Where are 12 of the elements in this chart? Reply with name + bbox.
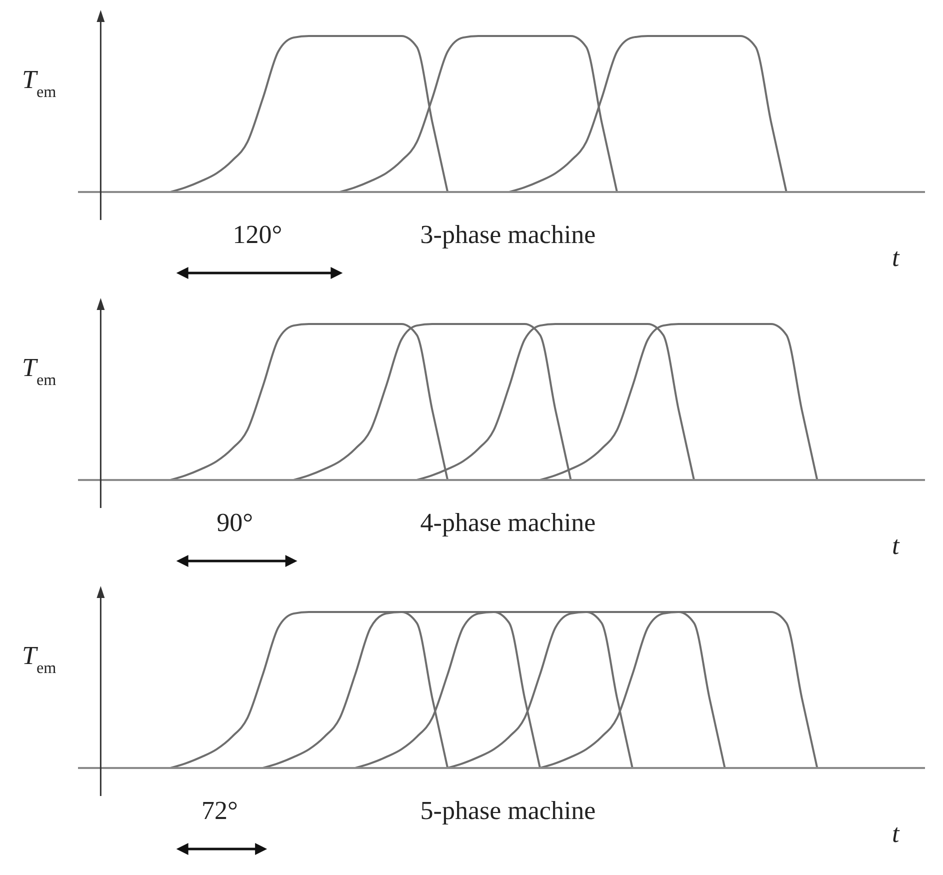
x-axis-title: t [892,819,900,848]
text: 4-phase machine [420,508,596,537]
y-axis-title: T$_{em}$ [22,65,57,100]
y-axis-title: T$_{em}$ [22,353,57,388]
text: 120° [232,220,282,249]
y-axis-title: T$_{em}$ [22,641,57,676]
text: 5-phase machine [420,796,596,825]
text: 3-phase machine [420,220,596,249]
x-axis-title: t [892,531,900,560]
x-axis-title: t [892,243,900,272]
text: 72° [201,796,238,825]
text: 90° [216,508,254,537]
